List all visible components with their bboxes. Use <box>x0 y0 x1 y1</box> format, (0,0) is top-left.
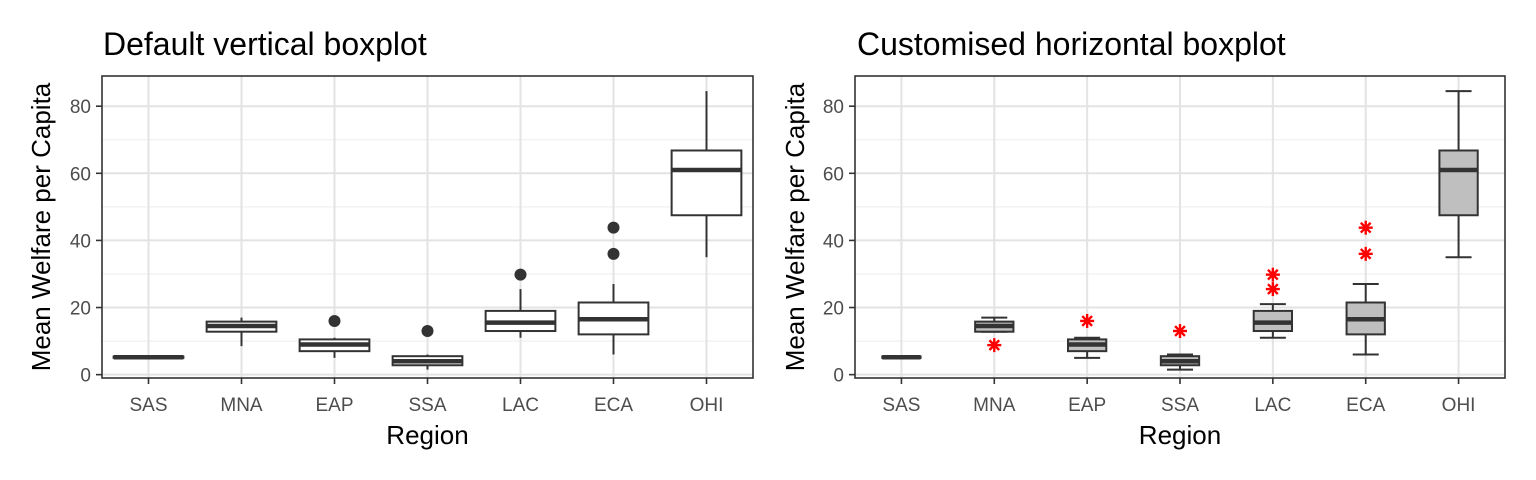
outlier-asterisk <box>1265 282 1280 297</box>
box-eap <box>298 314 371 358</box>
asterisk-stroke <box>1267 268 1279 281</box>
y-tick-label: 60 <box>823 164 844 185</box>
y-tick-label: 20 <box>823 299 844 320</box>
box-sas <box>881 354 922 360</box>
box-lac <box>484 268 557 338</box>
y-tick-label: 40 <box>823 231 844 252</box>
outlier-asterisk <box>1173 324 1187 339</box>
outlier-point <box>328 314 341 327</box>
x-tick-label: MNA <box>973 395 1016 416</box>
box-ssa <box>391 325 464 370</box>
outlier-point <box>514 268 527 281</box>
x-tick-label: SAS <box>129 395 167 416</box>
x-tick-label: ECA <box>594 395 633 416</box>
box-eca <box>577 221 650 355</box>
x-tick-label: SAS <box>882 395 920 416</box>
x-axis-title: Region <box>386 420 468 450</box>
asterisk-stroke <box>1359 221 1372 234</box>
outlier-point <box>607 247 620 260</box>
y-tick-label: 20 <box>70 299 91 320</box>
x-tick-label: OHI <box>1442 395 1476 416</box>
y-tick-label: 0 <box>833 366 844 387</box>
y-tick-label: 40 <box>70 231 91 252</box>
x-tick-label: OHI <box>690 395 724 416</box>
chart-panel-1: 0 20 40 60 80 SAS MNA EAP SSA LAC ECA OHI Default ve… <box>26 26 754 450</box>
y-axis-title: Mean Welfare per Capita <box>780 82 810 371</box>
outlier-point <box>607 221 620 234</box>
asterisk-stroke <box>1267 283 1279 295</box>
asterisk-stroke <box>1359 248 1372 260</box>
box-body <box>670 149 743 217</box>
x-tick-label: LAC <box>1254 395 1291 416</box>
y-tick-label: 0 <box>80 366 91 387</box>
x-tick-label: EAP <box>315 395 353 416</box>
x-tick-label: MNA <box>220 395 263 416</box>
x-tick-label: SSA <box>1161 395 1199 416</box>
outlier-asterisk <box>1265 267 1280 282</box>
box-body <box>1438 149 1479 217</box>
box-lac <box>1252 267 1294 339</box>
x-axis-title: Region <box>1139 420 1221 450</box>
asterisk-stroke <box>1174 325 1186 337</box>
box-ohi <box>1438 90 1479 259</box>
x-tick-label: SSA <box>408 395 446 416</box>
box-eca <box>1345 220 1386 356</box>
box-mna <box>974 316 1015 353</box>
x-tick-label: EAP <box>1068 395 1106 416</box>
asterisk-stroke <box>988 339 1001 351</box>
y-tick-label: 60 <box>70 164 91 185</box>
y-tick-label: 80 <box>823 97 844 118</box>
box-mna <box>205 317 278 347</box>
box-sas <box>112 354 185 360</box>
outlier-asterisk <box>987 338 1002 353</box>
y-tick-label: 80 <box>70 97 91 118</box>
asterisk-stroke <box>1081 315 1093 327</box>
box-ohi <box>670 91 743 258</box>
box-ssa <box>1159 324 1201 371</box>
box-eap <box>1066 313 1108 359</box>
x-tick-label: ECA <box>1346 395 1385 416</box>
outlier-point <box>421 325 434 338</box>
outlier-asterisk <box>1358 220 1373 235</box>
chart-panel-2: 0 20 40 60 80 SAS MNA EAP SSA LAC ECA OHI Customised… <box>780 26 1506 450</box>
y-axis-title: Mean Welfare per Capita <box>26 82 56 371</box>
chart-title: Default vertical boxplot <box>103 26 427 62</box>
chart-title: Customised horizontal boxplot <box>857 26 1286 62</box>
outlier-asterisk <box>1358 246 1373 261</box>
x-tick-label: LAC <box>502 395 539 416</box>
outlier-asterisk <box>1080 313 1095 328</box>
